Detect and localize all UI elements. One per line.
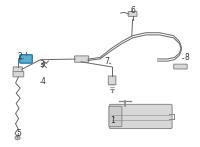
FancyBboxPatch shape bbox=[109, 104, 172, 128]
Circle shape bbox=[17, 137, 18, 138]
FancyBboxPatch shape bbox=[174, 64, 187, 69]
Text: 2: 2 bbox=[17, 52, 22, 61]
Text: 7: 7 bbox=[105, 57, 109, 66]
Circle shape bbox=[15, 136, 20, 140]
FancyBboxPatch shape bbox=[128, 11, 137, 16]
Text: 3: 3 bbox=[39, 60, 44, 69]
Text: 8: 8 bbox=[184, 53, 189, 62]
FancyBboxPatch shape bbox=[75, 56, 89, 62]
FancyBboxPatch shape bbox=[13, 71, 24, 77]
Text: 1: 1 bbox=[111, 116, 115, 125]
Text: 4: 4 bbox=[41, 77, 46, 86]
FancyBboxPatch shape bbox=[108, 76, 116, 85]
Text: 5: 5 bbox=[16, 129, 21, 138]
FancyBboxPatch shape bbox=[13, 67, 22, 72]
FancyBboxPatch shape bbox=[20, 55, 32, 63]
Text: 6: 6 bbox=[130, 6, 135, 15]
FancyBboxPatch shape bbox=[109, 106, 122, 127]
